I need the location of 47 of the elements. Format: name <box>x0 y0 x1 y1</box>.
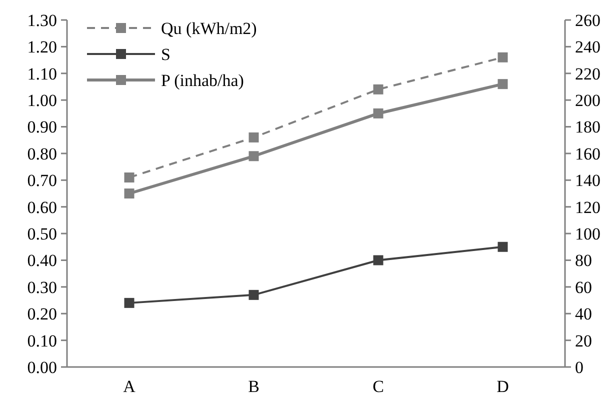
legend-label: S <box>161 44 170 64</box>
point <box>124 172 134 182</box>
y-tick-label: 0.00 <box>27 358 57 377</box>
y-tick-label: 0.90 <box>27 118 57 137</box>
y2-tick-label: 160 <box>575 144 600 164</box>
y-tick-label: 0.70 <box>27 171 57 190</box>
y-tick-label: 1.10 <box>27 64 57 84</box>
y-tick-label: 1.20 <box>27 38 57 57</box>
y2-tick-label: 40 <box>575 304 592 324</box>
y2-tick-label: 180 <box>575 118 600 137</box>
point <box>498 52 508 62</box>
y-tick-label: 0.80 <box>27 144 57 164</box>
x-tick-label: C <box>372 377 384 396</box>
y-tick-label: 0.60 <box>27 198 57 217</box>
legend-label: P (inhab/ha) <box>161 70 244 90</box>
y2-tick-label: 220 <box>575 64 600 84</box>
point <box>248 151 259 162</box>
y2-tick-label: 100 <box>575 224 600 244</box>
y2-tick-label: 0 <box>575 358 584 377</box>
point <box>373 108 384 118</box>
y-tick-label: 1.30 <box>27 10 57 30</box>
y2-tick-label: 140 <box>575 171 600 190</box>
y-tick-label: 0.50 <box>27 224 57 244</box>
y-tick-label: 0.30 <box>27 278 57 297</box>
x-tick-label: A <box>123 377 136 396</box>
y2-tick-label: 120 <box>575 198 600 217</box>
y2-tick-label: 260 <box>575 10 600 30</box>
y-tick-label: 0.40 <box>27 251 57 270</box>
point <box>124 188 134 198</box>
point <box>373 84 384 94</box>
point <box>498 79 508 90</box>
point <box>373 255 384 266</box>
point <box>124 298 134 308</box>
y2-tick-label: 20 <box>575 331 592 350</box>
x-tick-label: B <box>248 377 260 396</box>
y-tick-label: 1.00 <box>27 91 57 110</box>
y2-tick-label: 200 <box>575 91 600 110</box>
y2-tick-label: 60 <box>575 278 592 297</box>
point <box>498 242 508 252</box>
y2-tick-label: 80 <box>575 251 592 270</box>
y-tick-label: 0.20 <box>27 304 57 324</box>
y2-tick-label: 240 <box>575 38 600 57</box>
y-tick-label: 0.10 <box>27 331 57 350</box>
point <box>248 132 259 142</box>
legend-label: Qu (kWh/m2) <box>161 18 257 38</box>
point <box>248 290 259 300</box>
x-tick-label: D <box>496 377 509 396</box>
